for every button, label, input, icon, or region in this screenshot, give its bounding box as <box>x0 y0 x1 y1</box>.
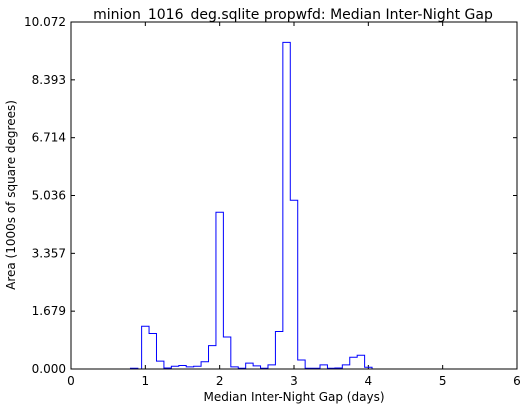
chart-title: minion_1016_deg.sqlite propwfd: Median I… <box>93 7 493 23</box>
y-tick-label: 8.393 <box>32 73 66 87</box>
x-tick-label: 5 <box>439 374 447 388</box>
y-tick-label: 1.679 <box>32 304 66 318</box>
y-tick-label: 5.036 <box>32 189 66 203</box>
plot-frame <box>70 21 518 370</box>
y-tick-label: 0.000 <box>32 362 66 376</box>
x-tick-label: 0 <box>67 374 75 388</box>
y-tick-label: 6.714 <box>32 131 66 145</box>
x-tick-label: 1 <box>142 374 150 388</box>
y-axis-label: Area (1000s of square degrees) <box>4 100 18 290</box>
y-tick-label: 10.072 <box>24 15 66 29</box>
y-tick-label: 3.357 <box>32 246 66 260</box>
x-axis-label: Median Inter-Night Gap (days) <box>203 390 384 404</box>
histogram-step-line <box>71 41 517 370</box>
x-tick-label: 4 <box>365 374 373 388</box>
x-axis-ticks: 0 1 2 3 4 5 6 <box>67 22 521 388</box>
x-tick-label: 3 <box>290 374 298 388</box>
x-tick-label: 6 <box>513 374 521 388</box>
y-axis-ticks: 0.000 1.679 3.357 5.036 6.714 8.393 10.072 <box>24 15 517 376</box>
x-tick-label: 2 <box>216 374 224 388</box>
